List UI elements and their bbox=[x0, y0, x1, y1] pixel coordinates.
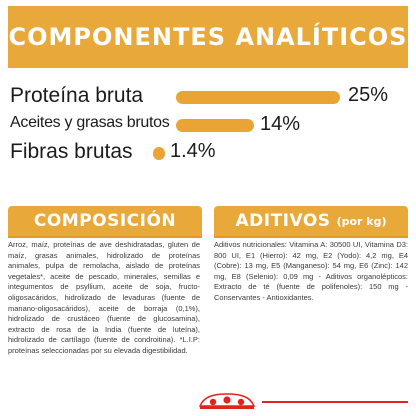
additives-unit: (por kg) bbox=[336, 214, 387, 228]
analytics-value: 1.4% bbox=[170, 140, 216, 162]
additives-title: ADITIVOS bbox=[235, 211, 331, 231]
analytics-label: Aceites y grasas brutos bbox=[10, 114, 170, 131]
composition-header: COMPOSICIÓN bbox=[8, 206, 202, 238]
fiber-bar bbox=[153, 147, 165, 160]
analytics-label: Fibras brutas bbox=[10, 140, 133, 163]
additives-header: ADITIVOS (por kg) bbox=[214, 206, 408, 238]
additives-text: Aditivos nutricionales: Vitamina A: 3050… bbox=[214, 240, 408, 302]
fat-bar bbox=[176, 119, 254, 132]
composition-text: Arroz, maíz, proteínas de ave deshidrata… bbox=[8, 240, 200, 355]
composition-title: COMPOSICIÓN bbox=[33, 211, 177, 231]
footer-divider bbox=[262, 401, 408, 403]
protein-bar bbox=[176, 91, 340, 104]
analytics-title: COMPONENTES ANALÍTICOS bbox=[8, 23, 408, 51]
analytics-value: 25% bbox=[348, 84, 389, 106]
analytics-label: Proteína bruta bbox=[10, 84, 144, 107]
analytics-value: 14% bbox=[260, 113, 301, 135]
royal-canin-crown-logo bbox=[198, 393, 256, 409]
additives-title-wrap: ADITIVOS (por kg) bbox=[214, 206, 408, 236]
analytics-banner: COMPONENTES ANALÍTICOS bbox=[8, 6, 408, 68]
